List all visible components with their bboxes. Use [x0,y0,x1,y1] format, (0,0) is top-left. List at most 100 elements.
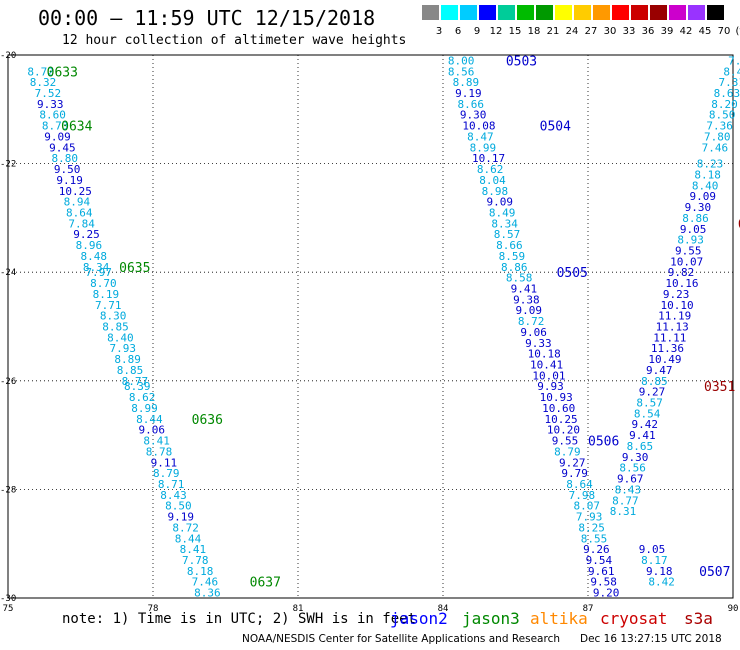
data-point-label: 9.18 [646,565,673,578]
data-point-label: 9.41 [629,429,656,442]
data-point-label: 8.43 [615,483,642,496]
y-tick-label: -20 [0,51,16,61]
legend-swatch [707,5,724,20]
data-point-label: 8.31 [610,505,637,518]
data-point-label: 9.20 [593,587,620,600]
time-label: 0507 [699,565,730,580]
legend-swatch [441,5,458,20]
data-point-label: 8.32 [30,76,57,89]
legend-swatch [479,5,496,20]
time-label: 0634 [61,120,92,135]
data-point-label: 9.55 [675,244,702,257]
data-point-label: 8.40 [107,331,134,344]
legend-swatch [612,5,629,20]
data-point-label: 11.11 [653,331,686,344]
x-tick-label: 90 [728,604,739,614]
legend-swatch [555,5,572,20]
data-point-label: 8.96 [76,239,103,252]
data-point-label: 7.46 [702,141,729,154]
legend-value: 30 [603,26,617,37]
data-point-label: 9.61 [588,565,615,578]
data-point-label: 8.17 [641,554,668,567]
data-point-label: 7.78 [182,554,209,567]
legend-value: 27 [584,26,598,37]
data-point-label: 9.42 [632,418,659,431]
data-point-label: 9.11 [151,456,178,469]
legend-jason3: jason3 [462,609,520,628]
data-point-label: 10.25 [59,185,92,198]
data-point-label: 8.43 [160,489,187,502]
data-point-label: 10.41 [530,359,563,372]
plot-frame [7,54,734,599]
data-point-label: 7.36 [706,120,733,133]
data-point-label: 9.27 [639,386,666,399]
data-point-label: 7.93 [110,342,137,355]
data-point-label: 8.60 [39,109,66,122]
legend-swatch [460,5,477,20]
data-point-label: 11.13 [656,321,689,334]
data-point-label: 8.18 [694,168,721,181]
data-point-label: 8.55 [581,532,608,545]
data-point-label: 7.46 [192,576,219,589]
data-point-label: 9.09 [487,196,514,209]
legend-jason2: jason2 [390,609,448,628]
data-point-label: 8.98 [482,185,509,198]
data-point-label: 10.01 [532,369,565,382]
data-point-label: 8.99 [470,141,497,154]
legend-value: 70 [717,26,731,37]
data-point-label: 8.48 [81,250,108,263]
data-point-label: 9.19 [168,511,195,524]
legend-value: 24 [565,26,579,37]
data-point-label: 8.94 [64,196,91,209]
legend-value: 3 [435,26,443,37]
legend-swatch [536,5,553,20]
data-point-label: 8.64 [66,206,93,219]
legend-altika: altika [530,609,588,628]
data-point-label: 8.78 [146,445,173,458]
legend-value: 15 [508,26,522,37]
data-point-label: 7.52 [35,87,62,100]
data-point-label: 9.27 [559,456,586,469]
data-point-label: 9.54 [586,554,613,567]
y-tick-label: -28 [0,485,16,495]
data-point-label: 8.99 [131,402,158,415]
data-point-label: 10.20 [547,424,580,437]
legend-value: 21 [546,26,560,37]
data-point-label: 10.93 [540,391,573,404]
data-point-label: 8.86 [682,212,709,225]
page-title: 00:00 – 11:59 UTC 12/15/2018 [38,6,376,30]
data-point-label: 9.30 [622,451,649,464]
data-point-label: 9.41 [511,282,537,295]
data-point-label: 8.86 [501,261,528,274]
data-point-label: 9.38 [513,293,540,306]
data-point-label: 8.89 [453,76,480,89]
y-tick-label: -24 [0,268,16,278]
y-tick-label: -30 [0,594,16,604]
data-point-label: 9.47 [646,364,673,377]
units-note: note: 1) Time is in UTC; 2) SWH is in fe… [62,611,417,627]
data-point-label: 7.84 [68,217,95,230]
data-point-label: 8.57 [494,228,521,241]
credit-text: NOAA/NESDIS Center for Satellite Applica… [242,633,560,645]
data-point-label: 9.25 [73,228,100,241]
data-point-label: 9.05 [639,543,666,556]
data-point-label: 10.49 [648,353,681,366]
data-point-label: 8.30 [100,310,127,323]
data-point-label: 8.62 [477,163,504,176]
legend-value: 6 [454,26,462,37]
legend-cryosat: cryosat [600,609,668,628]
data-point-label: 9.58 [590,576,617,589]
legend-value: 12 [489,26,503,37]
time-label: 0506 [588,435,619,450]
data-point-label: 8.93 [677,234,704,247]
data-point-label: 8.66 [496,239,522,252]
data-point-label: 10.17 [472,152,505,165]
legend-swatch [650,5,667,20]
data-point-label: 9.93 [537,380,564,393]
data-point-label: 8.58 [506,272,533,285]
data-point-label: 8.34 [83,261,110,274]
legend-swatch [498,5,515,20]
data-point-label: 9.79 [561,467,588,480]
data-point-label: 8.63 [714,87,740,100]
